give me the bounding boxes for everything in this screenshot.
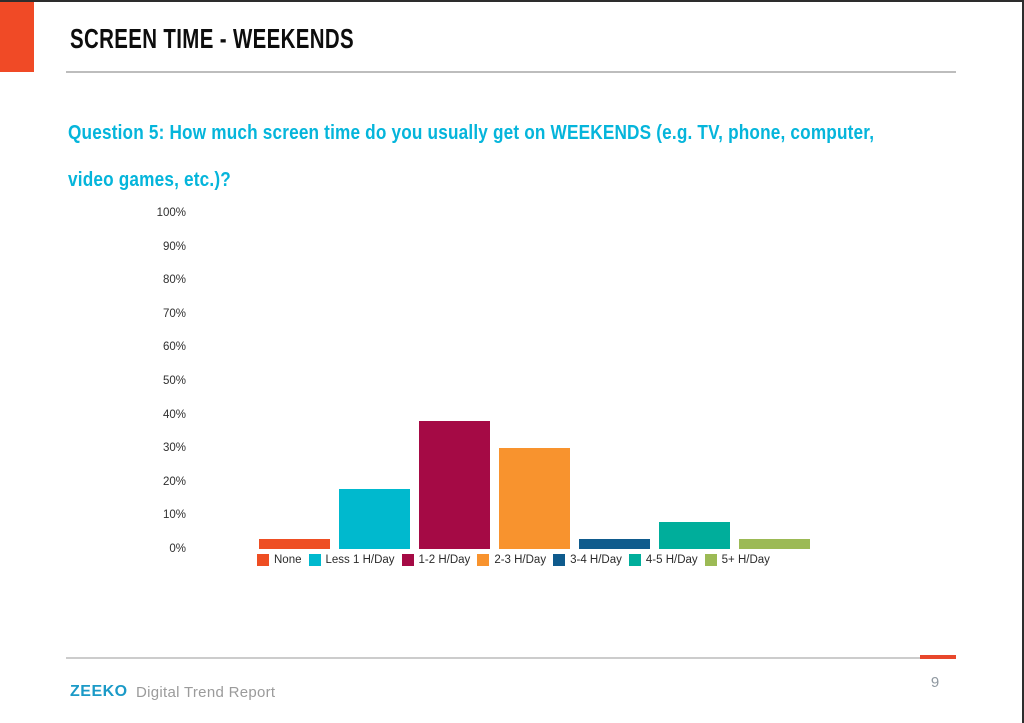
header-divider bbox=[66, 71, 956, 73]
bar-2-3-h-day bbox=[499, 448, 570, 549]
question-text: Question 5: How much screen time do you … bbox=[68, 122, 875, 191]
legend-label: Less 1 H/Day bbox=[325, 554, 395, 566]
legend-swatch-icon bbox=[628, 554, 641, 566]
legend-label: 2-3 H/Day bbox=[494, 554, 547, 566]
page-number: 9 bbox=[930, 674, 940, 691]
legend-label: 1-2 H/Day bbox=[418, 554, 471, 566]
header-accent-square bbox=[0, 2, 34, 72]
bar-4-5-h-day bbox=[659, 522, 730, 549]
report-name: Digital Trend Report bbox=[136, 684, 276, 701]
legend-label: 4-5 H/Day bbox=[645, 554, 698, 566]
y-tick-100: 100% bbox=[156, 207, 186, 219]
legend-label: 5+ H/Day bbox=[721, 554, 770, 566]
y-tick-50: 50% bbox=[162, 375, 186, 387]
legend-item-5-h-day: 5+ H/Day bbox=[704, 554, 770, 566]
page-title: SCREEN TIME - WEEKENDS bbox=[70, 23, 354, 54]
y-tick-10: 10% bbox=[162, 509, 186, 522]
legend-item-3-4-h-day: 3-4 H/Day bbox=[553, 554, 622, 566]
bar-none bbox=[259, 539, 330, 549]
bar-1-2-h-day bbox=[419, 421, 490, 549]
legend-item-less-1-h-day: Less 1 H/Day bbox=[308, 554, 395, 566]
legend-swatch-icon bbox=[477, 554, 490, 566]
bar-less-1-h-day bbox=[339, 489, 410, 549]
y-tick-20: 20% bbox=[162, 475, 186, 488]
footer-divider-accent bbox=[920, 655, 956, 659]
legend-swatch-icon bbox=[553, 554, 566, 566]
legend-item-none: None bbox=[257, 554, 302, 566]
legend-item-1-2-h-day: 1-2 H/Day bbox=[401, 554, 471, 566]
legend-swatch-icon bbox=[401, 554, 414, 566]
footer-divider bbox=[66, 657, 920, 659]
y-tick-30: 30% bbox=[162, 442, 186, 455]
legend-item-4-5-h-day: 4-5 H/Day bbox=[628, 554, 698, 566]
y-tick-60: 60% bbox=[162, 341, 186, 354]
chart-legend: None Less 1 H/Day 1-2 H/Day 2-3 H/Day 3-4 H/… bbox=[257, 554, 777, 566]
brand-logo: ZEEKO bbox=[70, 683, 128, 700]
y-tick-80: 80% bbox=[162, 274, 186, 287]
bar-5-h-day bbox=[739, 539, 810, 549]
bar-3-4-h-day bbox=[579, 539, 650, 549]
y-tick-40: 40% bbox=[162, 408, 186, 421]
legend-item-2-3-h-day: 2-3 H/Day bbox=[477, 554, 546, 566]
legend-swatch-icon bbox=[308, 554, 321, 566]
legend-label: 3-4 H/Day bbox=[570, 554, 622, 566]
legend-swatch-icon bbox=[257, 554, 269, 566]
y-tick-90: 90% bbox=[162, 240, 186, 253]
y-tick-70: 70% bbox=[162, 307, 186, 320]
legend-swatch-icon bbox=[704, 554, 717, 566]
y-tick-0: 0% bbox=[169, 543, 186, 555]
legend-label: None bbox=[274, 554, 302, 566]
